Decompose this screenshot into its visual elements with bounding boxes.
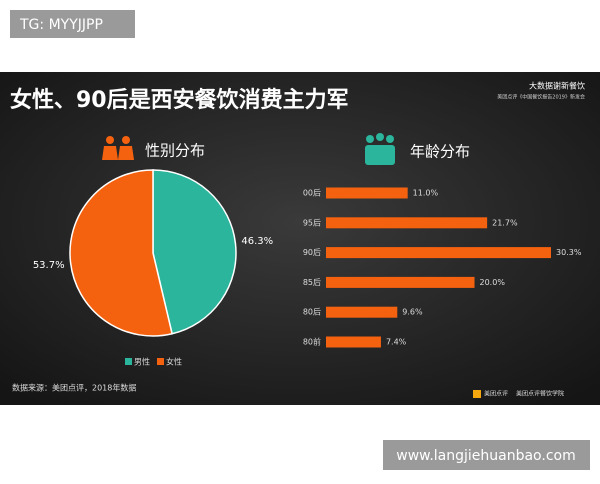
pie-slice — [152, 169, 237, 335]
bar-category: 90后 — [303, 247, 321, 257]
brand: 大数据谢新餐饮 — [529, 81, 585, 91]
legend-label: 男性 — [134, 357, 150, 367]
bar-value: 21.7% — [492, 218, 518, 227]
pie-slice — [69, 169, 174, 337]
bar-title: 年龄分布 — [410, 143, 470, 161]
bar — [326, 306, 398, 318]
pie-label: 46.3% — [241, 236, 273, 247]
bar-category: 80前 — [303, 337, 321, 347]
bar-value: 7.4% — [386, 338, 407, 347]
logo-icon — [473, 390, 481, 398]
site: www.langjiehuanbao.com — [396, 448, 575, 464]
legend-label: 女性 — [166, 357, 182, 367]
site-box — [383, 440, 590, 470]
bar-category: 00后 — [303, 188, 321, 198]
bar — [326, 247, 551, 259]
bar-value: 30.3% — [556, 248, 582, 257]
pie-label: 53.7% — [33, 260, 65, 271]
brand-sub: 美团点评《中国餐饮报告2019》新发会 — [497, 94, 585, 101]
bar — [326, 187, 408, 199]
bar-category: 95后 — [303, 217, 321, 227]
bar — [326, 336, 381, 348]
bar-value: 11.0% — [413, 189, 439, 198]
legend-swatch — [125, 358, 132, 365]
bar-value: 9.6% — [402, 308, 423, 317]
watermark: TG: MYYJJPP — [19, 17, 103, 33]
bar-category: 85后 — [303, 277, 321, 287]
legend-swatch — [157, 358, 164, 365]
logo2: 美团点评餐饮学院 — [516, 390, 564, 398]
bar — [326, 276, 475, 288]
female-icon — [102, 136, 134, 160]
bar-value: 20.0% — [480, 278, 506, 287]
logo1: 美团点评 — [484, 390, 508, 398]
pie-title: 性别分布 — [145, 142, 205, 160]
bar — [326, 217, 488, 229]
source: 数据来源：美团点评，2018年数据 — [12, 383, 136, 393]
title: 女性、90后是西安餐饮消费主力军 — [10, 87, 349, 113]
bar-category: 80后 — [303, 307, 321, 317]
watermark-box — [10, 10, 135, 38]
people-icon — [365, 133, 395, 165]
